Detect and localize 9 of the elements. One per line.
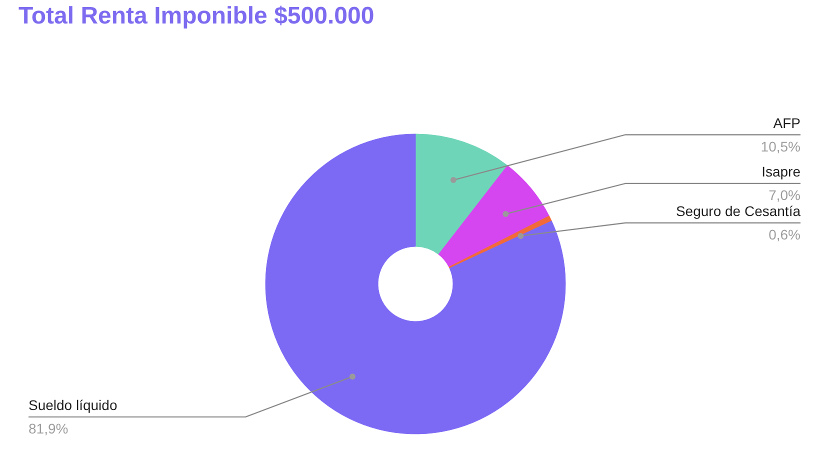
data-label: 0,6% [768, 226, 801, 243]
slice-label: Seguro de Cesantía [676, 203, 801, 220]
data-label: 10,5% [760, 138, 801, 154]
chart-title: Total Renta Imponible $500.000 [18, 2, 374, 30]
slice-label: AFP [773, 114, 801, 131]
slice-label: Isapre [762, 164, 801, 180]
data-label: 7,0% [768, 187, 801, 204]
slice-label: Sueldo líquido [28, 397, 118, 414]
data-label: 81,9% [28, 420, 68, 437]
